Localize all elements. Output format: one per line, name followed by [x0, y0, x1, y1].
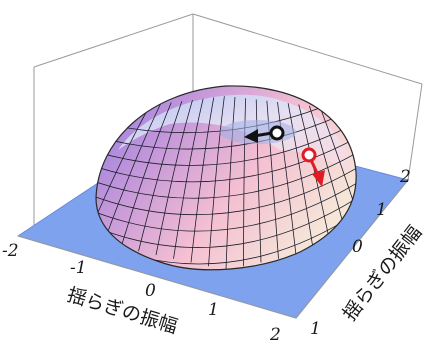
x-axis-ticks: -2 -1 0 1 2	[2, 241, 281, 343]
mesh-line	[266, 100, 279, 259]
bounding-box-front	[17, 179, 409, 319]
mesh-line	[243, 98, 247, 267]
x-tick-label: -1	[70, 258, 87, 278]
mesh-line	[96, 134, 357, 183]
mesh-line	[319, 106, 357, 241]
bounding-box	[33, 13, 423, 236]
mesh-line	[120, 102, 172, 248]
mesh-line	[208, 96, 225, 267]
red-ball-marker	[301, 147, 325, 187]
mesh-line	[190, 97, 215, 263]
mesh-line	[96, 119, 357, 166]
mesh-line	[96, 164, 357, 216]
y-axis-ticks: 0 1 2 1	[310, 167, 411, 339]
y-tick-label: 2	[399, 167, 411, 187]
mesh-line	[173, 98, 204, 259]
x-axis-label: 揺らぎの振幅	[65, 284, 180, 338]
y-tick-label: 0	[352, 237, 363, 257]
mesh-line	[277, 101, 297, 256]
y-tick-label: 1	[310, 319, 321, 339]
mesh-line	[96, 104, 357, 150]
mesh-line	[96, 149, 357, 199]
mesh-line	[287, 103, 314, 252]
black-ball-marker	[244, 125, 285, 143]
mesh-line	[96, 194, 357, 248]
x-tick-label: -2	[2, 241, 19, 261]
x-tick-label: 0	[145, 281, 156, 301]
x-tick-label: 1	[208, 300, 219, 320]
mesh-line	[138, 101, 183, 252]
x-tick-label: 2	[269, 325, 281, 343]
mesh-line	[103, 103, 161, 244]
y-tick-label: 1	[376, 200, 387, 220]
mesh-line	[96, 104, 151, 241]
mesh-line	[155, 99, 193, 256]
mesh-line	[225, 96, 236, 270]
mesh-line	[255, 99, 262, 263]
mesh-line	[96, 179, 357, 232]
